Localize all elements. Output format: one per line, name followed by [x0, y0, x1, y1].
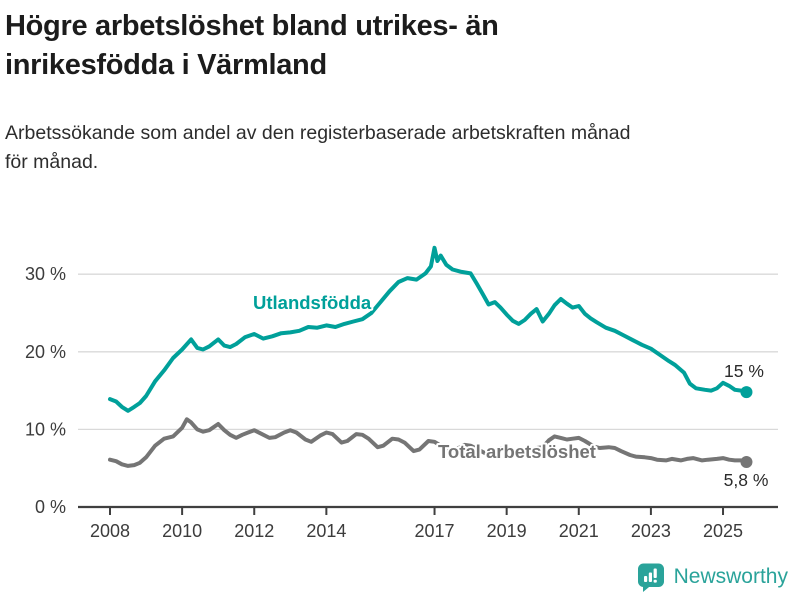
page-title-line-1: Högre arbetslöshet bland utrikes- än: [5, 10, 499, 42]
page-title: Högre arbetslöshet bland utrikes- än inr…: [5, 7, 685, 85]
y-tick-label-20: 20 %: [25, 342, 66, 362]
series-label-utlandsfodda: Utlandsfödda: [253, 292, 372, 313]
newsworthy-brand-link[interactable]: Newsworthy: [636, 562, 788, 592]
chart-subtitle-line-1: Arbetssökande som andel av den registerb…: [5, 122, 631, 144]
newsworthy-brand-text: Newsworthy: [673, 565, 788, 588]
series-end-dot-1: [740, 455, 753, 468]
x-tick-label-2012: 2012: [234, 521, 274, 541]
axes: 0 % 10 % 20 % 30 % 2008 2010 2012 2014 2017 2019 2…: [25, 264, 778, 541]
x-tick-label-2008: 2008: [90, 521, 130, 541]
series-end-dot-0: [740, 386, 753, 399]
x-tick-label-2021: 2021: [559, 521, 599, 541]
gridlines: [78, 273, 778, 431]
x-tick-label-2010: 2010: [162, 521, 202, 541]
series-line-0: [108, 245, 749, 413]
x-tick-label-2017: 2017: [415, 521, 455, 541]
x-tick-label-2019: 2019: [487, 521, 527, 541]
end-value-label-utlandsfodda: 15 %: [724, 361, 764, 381]
page-title-line-2: inrikesfödda i Värmland: [5, 49, 327, 81]
chart-subtitle-line-2: för månad.: [5, 151, 99, 173]
y-tick-label-30: 30 %: [25, 264, 66, 284]
end-dots: [740, 386, 753, 468]
y-tick-label-10: 10 %: [25, 419, 66, 439]
newsworthy-logo-icon: [637, 563, 664, 592]
x-tick-label-2014: 2014: [306, 521, 346, 541]
series-label-total-arbetsloshet: Total arbetslöshet: [438, 441, 596, 462]
chart-subtitle: Arbetssökande som andel av den registerb…: [5, 119, 785, 177]
end-value-label-total: 5,8 %: [724, 470, 769, 490]
y-tick-label-0: 0 %: [35, 497, 66, 517]
x-tick-label-2023: 2023: [631, 521, 671, 541]
x-tick-label-2025: 2025: [703, 521, 743, 541]
series-lines: [108, 245, 749, 468]
series-line-1: [108, 417, 749, 468]
